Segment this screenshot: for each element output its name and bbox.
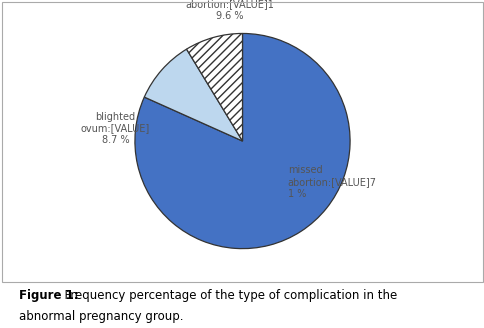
Wedge shape [135,33,349,249]
Text: blighted
ovum:[VALUE]
8.7 %: blighted ovum:[VALUE] 8.7 % [81,112,150,145]
Text: threated
abortion:[VALUE]1
9.6 %: threated abortion:[VALUE]1 9.6 % [185,0,273,21]
Text: Figure 1:: Figure 1: [19,289,79,302]
Text: missed
abortion:[VALUE]7
1 %: missed abortion:[VALUE]7 1 % [287,165,376,198]
Text: Frequency percentage of the type of complication in the: Frequency percentage of the type of comp… [57,289,397,302]
Wedge shape [186,33,242,141]
Wedge shape [144,49,242,141]
Text: abnormal pregnancy group.: abnormal pregnancy group. [19,310,183,323]
